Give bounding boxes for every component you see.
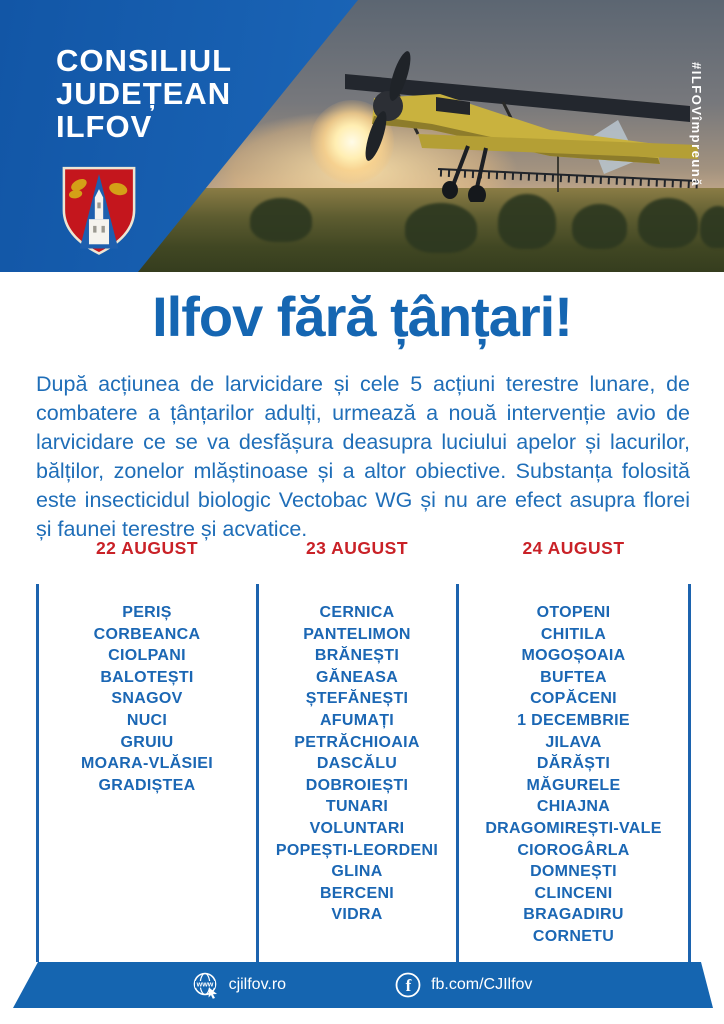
facebook-label: fb.com/CJIlfov: [431, 976, 533, 993]
website-link[interactable]: www cjilfov.ro: [192, 971, 287, 999]
org-line-1: CONSILIUL: [56, 43, 233, 78]
locality-item: CORNETU: [532, 927, 615, 945]
locality-item: MOARA-VLĂSIEI: [81, 755, 213, 773]
locality-item: VIDRA: [331, 906, 383, 924]
locality-column-24-august: OTOPENI CHITILA MOGOȘOAIA BUFTEA COPĂCENI 1 D…: [457, 602, 690, 948]
locality-item: ȘTEFĂNEȘTI: [305, 690, 409, 708]
crop-duster-plane: [345, 51, 698, 202]
sunset-field-photo: [0, 0, 724, 272]
locality-item: CLINCENI: [534, 884, 613, 902]
coat-of-arms-icon: [62, 166, 136, 255]
column-divider: [36, 584, 39, 962]
tree-silhouette: [700, 206, 724, 248]
locality-item: GRADIȘTEA: [98, 776, 196, 794]
locality-item: PETRĂCHIOAIA: [294, 733, 420, 751]
locality-item: BALOTEȘTI: [100, 668, 194, 686]
locality-item: DASCĂLU: [316, 755, 398, 773]
date-header-22-august: 22 AUGUST: [95, 538, 199, 558]
utility-pole: [557, 146, 559, 192]
locality-item: POPEȘTI-LEORDENI: [275, 841, 439, 859]
locality-item: 1 DECEMBRIE: [517, 711, 630, 729]
locality-column-22-august: PERIȘ CORBEANCA CIOLPANI BALOTEȘTI SNAGOV NUC…: [37, 602, 257, 796]
locality-item: PERIȘ: [122, 604, 172, 621]
locality-column-23-august: CERNICA PANTELIMON BRĂNEȘTI GĂNEASA ȘTEFĂNEȘ…: [257, 602, 457, 926]
facebook-link[interactable]: f fb.com/CJIlfov: [394, 971, 532, 999]
intro-paragraph: După acțiunea de larvicidare și cele 5 a…: [36, 372, 690, 541]
locality-item: VOLUNTARI: [309, 819, 405, 837]
svg-text:f: f: [406, 976, 412, 995]
locality-item: BRAGADIRU: [523, 906, 624, 924]
locality-item: BUFTEA: [540, 668, 607, 686]
date-header-24-august: 24 AUGUST: [522, 538, 625, 558]
header: CONSILIUL JUDEȚEAN ILFOV #ILFOVîmpreună: [0, 0, 724, 272]
locality-item: CIOLPANI: [108, 647, 186, 665]
footer: www cjilfov.ro f fb.com/CJIlfov: [13, 962, 713, 1008]
locality-item: CIOROGÂRLA: [517, 841, 630, 859]
locality-item: TUNARI: [325, 798, 389, 816]
locality-item: MOGOȘOAIA: [521, 647, 626, 665]
svg-text:www: www: [195, 980, 213, 989]
org-name: CONSILIUL JUDEȚEAN ILFOV: [56, 44, 232, 143]
globe-www-icon: www: [193, 972, 217, 999]
org-line-2: JUDEȚEAN: [56, 76, 232, 111]
hashtag-label: #ILFOVîmpreună: [689, 62, 704, 188]
locality-item: BRĂNEȘTI: [314, 647, 400, 665]
org-line-3: ILFOV: [56, 109, 153, 144]
column-divider: [688, 584, 691, 962]
locality-item: AFUMAȚI: [319, 711, 395, 729]
column-divider: [256, 584, 259, 962]
tree-silhouette: [498, 194, 556, 249]
locality-item: GĂNEASA: [315, 668, 399, 686]
facebook-icon: f: [395, 972, 421, 998]
locality-item: NUCI: [126, 711, 168, 729]
website-label: cjilfov.ro: [228, 976, 287, 993]
tree-silhouette: [250, 198, 312, 242]
locality-item: DRAGOMIREȘTI-VALE: [485, 819, 662, 837]
locality-item: OTOPENI: [536, 604, 611, 621]
locality-item: MĂGURELE: [526, 776, 621, 794]
locality-item: GLINA: [331, 863, 383, 881]
locality-item: PANTELIMON: [303, 625, 411, 643]
tree-silhouette: [638, 198, 698, 248]
page-title: Ilfov fără țânțari!: [152, 285, 573, 348]
locality-item: DOMNEȘTI: [530, 863, 617, 881]
locality-item: DOBROIEȘTI: [305, 776, 409, 794]
locality-item: CORBEANCA: [93, 625, 201, 643]
locality-item: SNAGOV: [111, 690, 183, 708]
locality-item: GRUIU: [120, 733, 174, 751]
locality-item: COPĂCENI: [530, 690, 617, 708]
tree-silhouette: [405, 203, 477, 253]
date-header-23-august: 23 AUGUST: [305, 538, 409, 558]
locality-item: CHIAJNA: [536, 798, 611, 816]
locality-item: JILAVA: [545, 733, 602, 751]
tree-silhouette: [572, 204, 627, 249]
locality-item: DĂRĂȘTI: [536, 755, 611, 773]
column-divider: [456, 584, 459, 962]
locality-item: CHITILA: [540, 625, 607, 643]
locality-item: BERCENI: [319, 884, 395, 902]
locality-item: CERNICA: [319, 604, 395, 621]
